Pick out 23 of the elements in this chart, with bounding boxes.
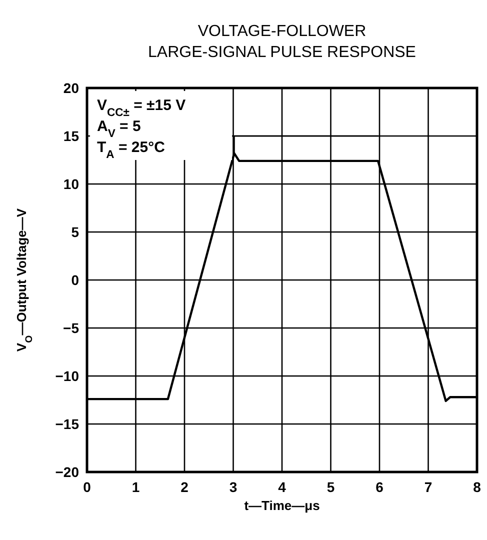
x-tick-label: 5	[326, 479, 335, 495]
y-tick-label: 0	[71, 272, 80, 288]
x-tick-label: 2	[180, 479, 189, 495]
x-tick-label: 1	[132, 479, 140, 495]
x-tick-label: 0	[83, 479, 92, 495]
x-axis-title: t—Time—μs	[244, 498, 320, 513]
x-tick-label: 8	[473, 479, 482, 495]
chart-title: VOLTAGE-FOLLOWER LARGE-SIGNAL PULSE RESPONSE	[148, 23, 416, 61]
y-tick-label: −5	[63, 320, 80, 336]
x-tick-label: 3	[229, 479, 238, 495]
annotation: A$_{V}$ = 5	[97, 118, 141, 140]
annotation: T$_{A}$ = 25°C	[97, 139, 166, 161]
y-tick-label: −15	[55, 416, 80, 432]
y-tick-label: −20	[55, 464, 80, 480]
y-tick-label: 20	[63, 80, 80, 96]
y-tick-label: 10	[63, 176, 80, 192]
x-tick-label: 7	[424, 479, 432, 495]
annotation: V$_{CC±}$ = ±15 V	[97, 97, 186, 119]
y-tick-label: −10	[55, 368, 80, 384]
y-tick-label: 15	[63, 128, 80, 144]
y-tick-label: 5	[71, 224, 80, 240]
x-tick-label: 6	[376, 479, 384, 495]
x-tick-label: 4	[278, 479, 286, 495]
